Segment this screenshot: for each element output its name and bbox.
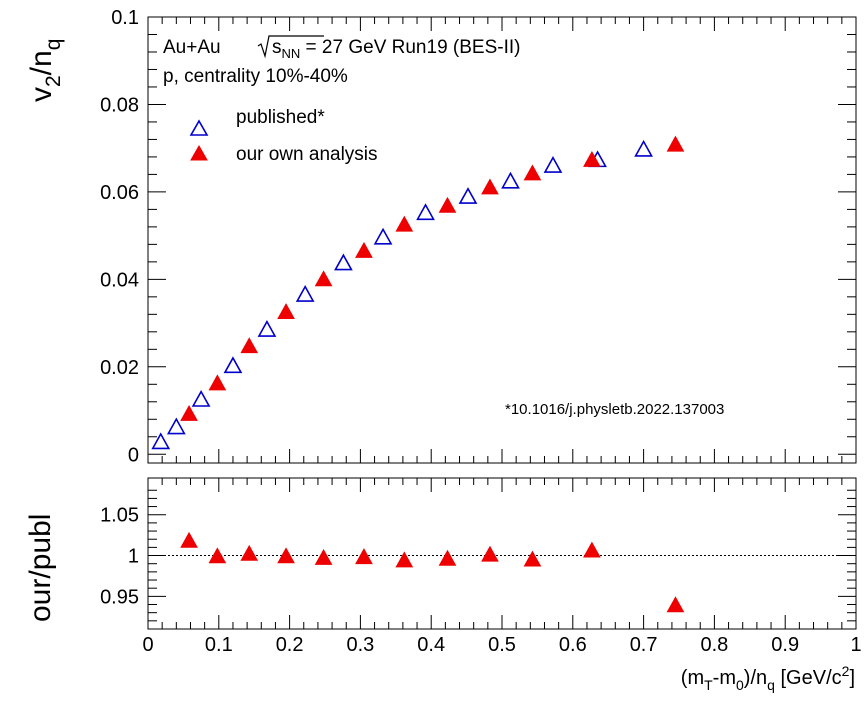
point-our-analysis [277, 303, 295, 320]
y-title-sub2: q [42, 39, 65, 51]
ratio-point [583, 541, 601, 558]
x-axis-title: (mT-m0)/nq [GeV/c2] [681, 663, 855, 693]
point-published [151, 432, 171, 450]
ratio-point [523, 550, 542, 567]
annot-energy-rest: = 27 GeV Run19 (BES-II) [300, 37, 520, 58]
point-our-analysis [438, 196, 457, 213]
ratio-point [180, 531, 198, 548]
x-title-b: -m [713, 667, 736, 689]
legend-marker-our-analysis [190, 144, 208, 161]
point-our-analysis [583, 150, 601, 167]
x-tick-label: 0.6 [559, 634, 587, 656]
main-y-ticks: 0 0.02 0.04 0.06 0.08 0.1 [100, 7, 856, 466]
point-published [634, 139, 653, 157]
ratio-y-ticks: 0.95 1 1.05 [100, 489, 856, 622]
x-tick-label: 0.5 [488, 634, 516, 656]
x-title-sup-2: 2 [842, 663, 850, 679]
x-tick-label: 0.9 [771, 634, 799, 656]
annot-au-au: Au+Au [163, 37, 221, 58]
x-title-d: [GeV/c [775, 667, 842, 689]
ratio-y-tick-label: 1 [128, 546, 139, 568]
point-published [416, 203, 435, 221]
main-y-axis-title: v2/nq [25, 39, 65, 102]
ratio-x-ticks: 0 0.1 0.2 0.3 0.4 0.5 0.6 0.7 0.8 0.9 1 [142, 478, 862, 656]
x-title-sub-q: q [767, 677, 775, 693]
ratio-point [481, 545, 499, 562]
x-tick-label: 0.8 [700, 634, 728, 656]
legend: published* our own analysis [189, 107, 378, 165]
y-title-slash-n: /n [25, 50, 58, 75]
point-published [191, 389, 211, 407]
point-our-analysis [208, 374, 227, 391]
ratio-point [395, 551, 414, 568]
point-published [166, 417, 186, 435]
ratio-point [208, 547, 227, 564]
point-our-analysis [314, 270, 333, 287]
y-tick-label: 0 [128, 444, 139, 466]
ratio-y-tick-label: 0.95 [100, 586, 139, 608]
point-our-analysis [666, 135, 685, 152]
doi-note: *10.1016/j.physletb.2022.137003 [505, 401, 724, 418]
legend-label-published: published* [236, 107, 325, 128]
legend-marker-published [189, 119, 209, 136]
x-tick-label: 0.2 [276, 634, 304, 656]
ratio-point [314, 548, 333, 565]
y-tick-label: 0.06 [100, 182, 139, 204]
y-tick-label: 0.04 [100, 269, 139, 291]
point-published [543, 156, 563, 173]
ratio-point [277, 547, 295, 564]
x-tick-label: 1 [850, 634, 861, 656]
point-published [458, 187, 478, 204]
point-our-analysis [180, 404, 198, 421]
x-title-a: (m [681, 667, 704, 689]
annot-s: s [272, 37, 282, 58]
x-title-sub-0: 0 [736, 677, 744, 693]
annotation-centrality: p, centrality 10%-40% [163, 66, 348, 87]
ratio-point [438, 549, 457, 566]
x-title-e: ] [849, 667, 855, 689]
sqrt-sign [257, 35, 324, 59]
point-published [373, 227, 393, 245]
annot-nn: NN [282, 46, 301, 61]
legend-label-our-analysis: our own analysis [236, 144, 378, 165]
y-title-sub1: 2 [42, 75, 65, 87]
point-our-analysis [355, 241, 373, 258]
x-tick-label: 0.4 [417, 634, 445, 656]
point-published [334, 253, 353, 271]
ratio-point [666, 596, 685, 613]
point-our-analysis [481, 178, 499, 195]
ratio-point [240, 544, 259, 561]
x-tick-label: 0.3 [346, 634, 374, 656]
point-our-analysis [523, 164, 542, 181]
ratio-plot-frame [147, 477, 857, 630]
x-title-sub-t: T [704, 677, 713, 693]
x-tick-label: 0.7 [630, 634, 658, 656]
point-published [257, 319, 277, 337]
annotation-collision-system: Au+Au [163, 37, 221, 58]
ratio-point [355, 548, 373, 565]
ratio-y-axis-title: our/publ [24, 514, 57, 622]
main-data-points [151, 135, 685, 450]
x-tick-label: 0.1 [205, 634, 233, 656]
annotation-energy: sNN = 27 GeV Run19 (BES-II) [272, 37, 520, 61]
x-tick-label: 0 [142, 634, 153, 656]
point-our-analysis [395, 215, 414, 232]
point-published [223, 356, 243, 374]
point-published [295, 285, 315, 302]
main-x-ticks [147, 17, 857, 463]
x-title-c: )/n [744, 667, 767, 689]
point-published [501, 171, 520, 189]
y-tick-label: 0.02 [100, 357, 139, 379]
y-tick-label: 0.1 [111, 7, 139, 29]
y-tick-label: 0.08 [100, 94, 139, 116]
ratio-data-points [180, 531, 685, 613]
point-our-analysis [240, 337, 259, 354]
y-title-v: v [25, 87, 58, 102]
ratio-y-tick-label: 1.05 [100, 505, 139, 527]
